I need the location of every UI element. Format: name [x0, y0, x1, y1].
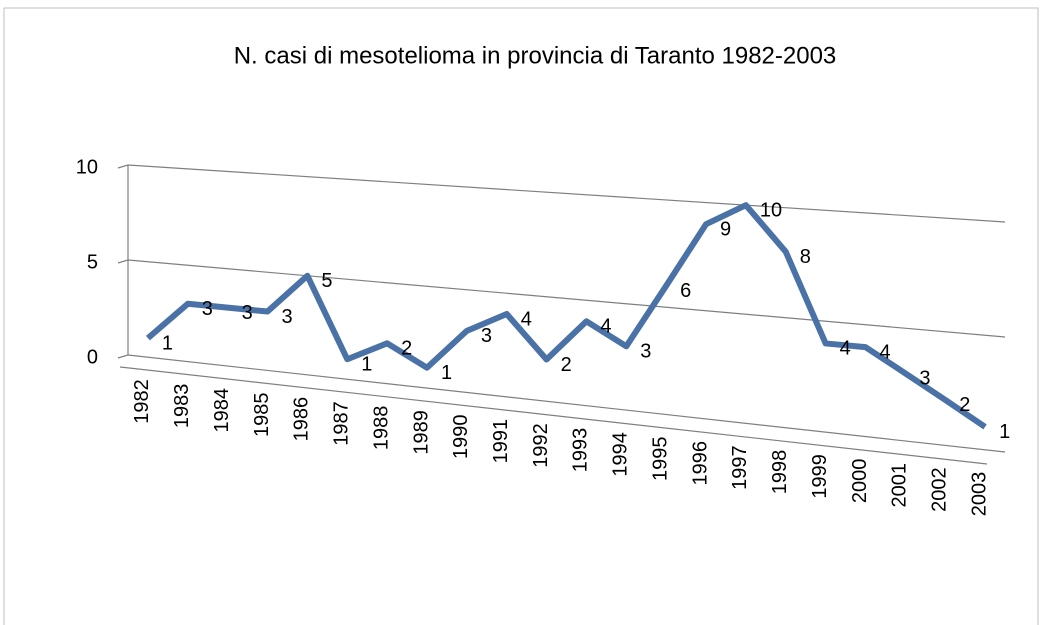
x-tick-label: 2000 — [849, 459, 871, 504]
x-tick-label: 2003 — [968, 472, 990, 517]
data-label: 1 — [361, 354, 372, 376]
data-label: 6 — [680, 280, 691, 302]
x-tick-label: 1998 — [769, 450, 791, 495]
data-label: 5 — [321, 270, 332, 292]
y-tick — [117, 354, 129, 359]
y-tick — [117, 164, 129, 169]
data-label: 3 — [242, 302, 253, 324]
x-tick-label: 1999 — [809, 454, 831, 499]
data-label: 4 — [840, 338, 851, 360]
x-tick-label: 1991 — [490, 419, 512, 464]
data-label: 4 — [521, 308, 532, 330]
x-tick-label: 1993 — [570, 428, 592, 473]
data-label: 2 — [561, 354, 572, 376]
x-tick-label: 1996 — [689, 441, 711, 486]
grid-line — [127, 259, 1006, 338]
data-line — [145, 202, 987, 430]
grid-line — [127, 354, 1006, 453]
data-label: 3 — [202, 298, 213, 320]
y-tick — [117, 259, 129, 264]
x-tick-label: 1987 — [331, 401, 353, 446]
x-tick-label: 1983 — [171, 384, 193, 429]
x-tick-label: 2002 — [928, 467, 950, 512]
x-tick-label: 1989 — [410, 410, 432, 455]
chart-title: N. casi di mesotelioma in provincia di T… — [234, 42, 837, 69]
grid-line — [127, 164, 1006, 223]
x-tick-label: 1988 — [370, 406, 392, 451]
x-tick-label: 1990 — [450, 414, 472, 459]
data-label: 3 — [640, 341, 651, 363]
data-label: 3 — [919, 368, 930, 390]
x-tick-label: 1997 — [729, 445, 751, 490]
x-tick-label: 1984 — [211, 388, 233, 433]
x-tick-label: 1982 — [131, 379, 153, 424]
x-tick-label: 1995 — [649, 437, 671, 482]
x-tick-label: 1994 — [610, 432, 632, 477]
data-label: 9 — [720, 218, 731, 240]
y-tick-label: 5 — [87, 251, 98, 273]
data-label: 10 — [760, 199, 782, 221]
y-tick-label: 10 — [76, 156, 98, 178]
data-label: 4 — [879, 341, 890, 363]
x-tick-label: 1986 — [291, 397, 313, 442]
x-tick-label: 1992 — [530, 423, 552, 468]
data-label: 2 — [401, 338, 412, 360]
x-tick-label: 1985 — [251, 392, 273, 437]
x-tick-label: 2001 — [889, 463, 911, 508]
data-label: 4 — [600, 316, 611, 338]
data-label: 1 — [999, 421, 1010, 443]
data-label: 3 — [481, 325, 492, 347]
data-label: 2 — [959, 394, 970, 416]
x-axis-front — [119, 366, 988, 465]
y-tick-label: 0 — [87, 346, 98, 368]
data-label: 1 — [162, 332, 173, 354]
data-label: 3 — [282, 306, 293, 328]
data-label: 1 — [441, 362, 452, 384]
data-label: 8 — [800, 246, 811, 268]
